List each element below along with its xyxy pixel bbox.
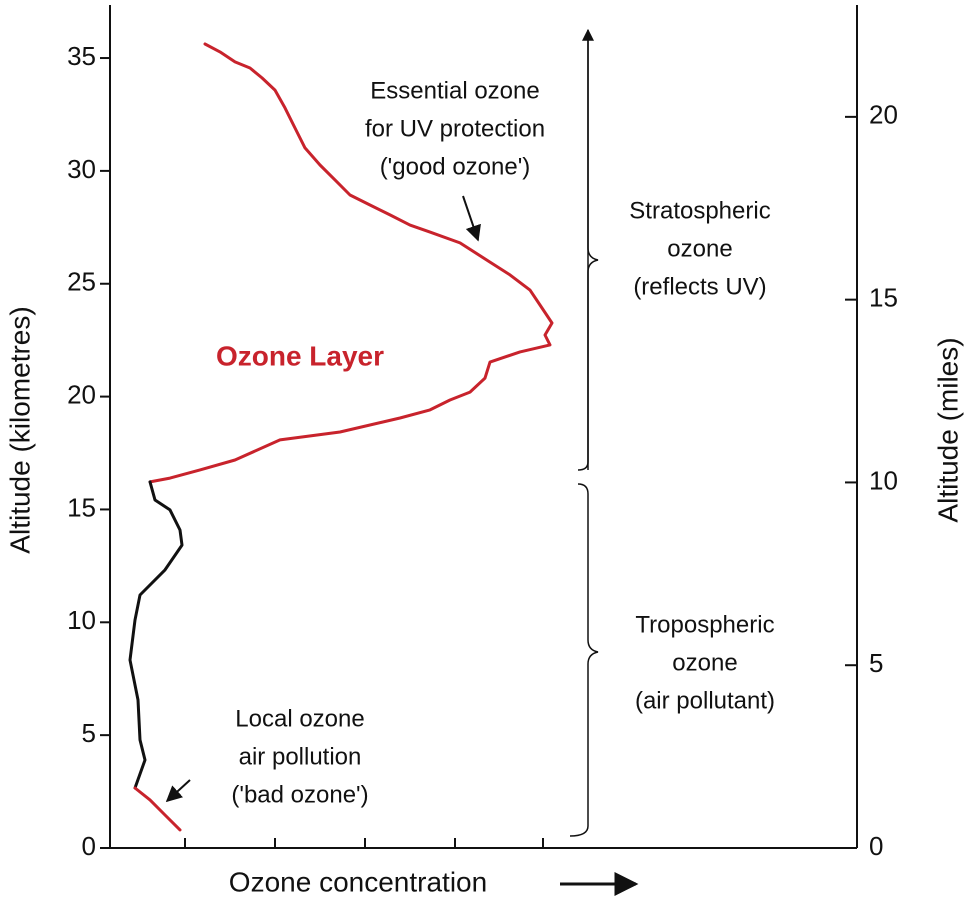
y2-tick-label: 5 [869, 648, 883, 678]
tropospheric-note: ozone [672, 649, 737, 676]
stratospheric-note: ozone [667, 235, 732, 262]
x-axis-title: Ozone concentration [229, 866, 487, 897]
tropospheric-note: Tropospheric [635, 611, 774, 638]
troposphere-brace [569, 483, 599, 837]
y-tick-label: 35 [67, 41, 96, 71]
bad-ozone-arrow [165, 779, 191, 803]
y-tick-label: 15 [67, 492, 96, 522]
y-tick-label: 5 [82, 718, 96, 748]
y2-axis-title: Altitude (miles) [932, 337, 963, 522]
y2-tick-label: 0 [869, 831, 883, 861]
good-ozone-arrow [462, 195, 481, 242]
bad-ozone-note: ('bad ozone') [231, 781, 368, 808]
ozone-profile [148, 42, 554, 484]
y-tick-label: 20 [67, 379, 96, 409]
y-tick-label: 25 [67, 267, 96, 297]
ozone-profile [128, 480, 184, 790]
y-axis-title: Altitude (kilometres) [4, 306, 35, 553]
good-ozone-note: ('good ozone') [380, 153, 531, 180]
stratospheric-note: Stratospheric [629, 197, 770, 224]
ozone-profile [133, 786, 182, 832]
good-ozone-note: for UV protection [365, 115, 545, 142]
good-ozone-note: Essential ozone [370, 77, 539, 104]
bad-ozone-note: air pollution [239, 743, 362, 770]
tropospheric-note: (air pollutant) [635, 687, 775, 714]
y-tick-label: 0 [82, 831, 96, 861]
y-tick-label: 30 [67, 154, 96, 184]
ozone-layer-label: Ozone Layer [216, 340, 384, 371]
bad-ozone-note: Local ozone [235, 705, 364, 732]
y-tick-label: 10 [67, 605, 96, 635]
stratospheric-note: (reflects UV) [633, 273, 766, 300]
y2-tick-label: 10 [869, 465, 898, 495]
stratosphere-brace [577, 40, 599, 471]
y2-tick-label: 20 [869, 100, 898, 130]
y2-tick-label: 15 [869, 283, 898, 313]
